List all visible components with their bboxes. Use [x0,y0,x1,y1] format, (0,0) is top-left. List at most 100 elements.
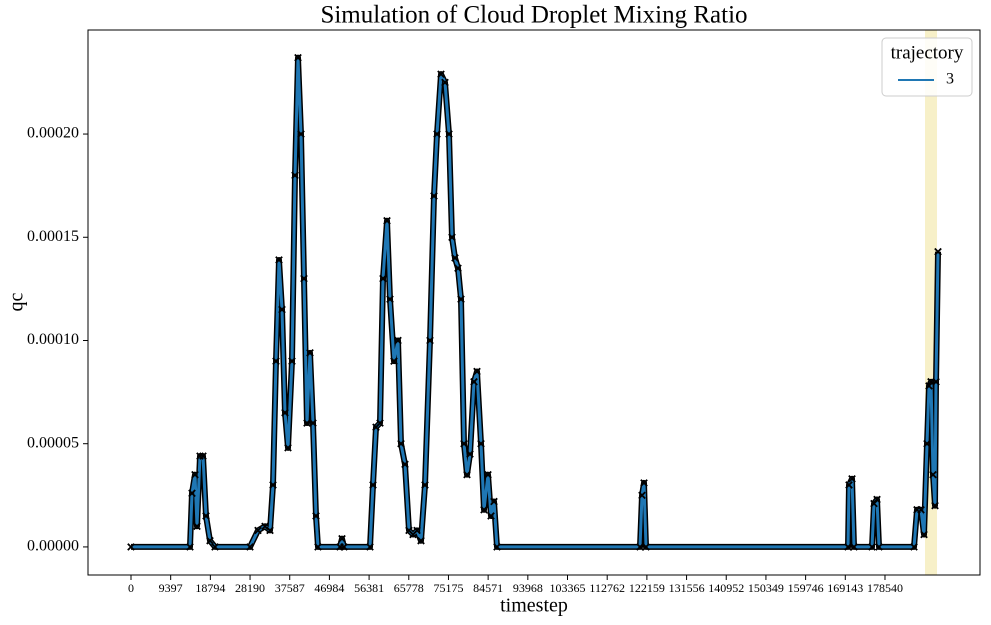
marker [848,474,856,483]
x-tick-label: 28190 [235,581,265,595]
x-tick-label: 169143 [827,581,863,595]
marker [460,439,468,448]
marker [312,512,320,520]
marker [932,377,940,386]
marker [480,505,488,514]
y-tick-label: 0.00000 [27,538,79,555]
marker [269,481,277,489]
marker [844,543,852,551]
marker [284,443,292,452]
marker [923,439,931,448]
x-tick-label: 18794 [195,581,225,595]
marker [206,536,214,545]
x-tick-label: 140952 [708,581,744,595]
y-tick-label: 0.00015 [27,228,79,245]
marker [929,470,937,479]
x-tick-label: 84571 [473,581,503,595]
x-tick-label: 75175 [433,581,463,595]
y-axis-label: qc [6,292,28,311]
marker [266,526,274,535]
marker [383,216,391,225]
marker [873,495,881,504]
marker [470,377,478,386]
x-tick-label: 150349 [748,581,784,595]
x-tick-label: 131556 [669,581,705,595]
y-tick-label: 0.00005 [27,434,79,451]
marker [457,295,465,304]
marker [636,543,644,551]
marker [466,450,474,458]
marker [291,171,299,180]
marker [288,357,296,365]
marker [300,274,308,283]
marker [297,130,305,138]
marker [211,543,219,551]
marker [199,452,207,460]
marker [473,367,481,376]
marker [421,481,429,489]
x-tick-label: 178540 [867,581,903,595]
marker [127,543,135,551]
x-tick-label: 56381 [354,581,384,595]
marker [437,70,445,79]
marker [376,419,384,427]
marker [366,543,374,551]
marker [413,526,421,535]
marker [254,526,262,535]
x-tick-label: 93968 [513,581,543,595]
x-tick-label: 46984 [314,581,344,595]
marker [477,439,485,448]
marker [925,382,933,390]
marker [338,534,346,543]
marker [445,130,453,138]
x-tick-label: 122159 [629,581,665,595]
x-tick-label: 0 [128,581,134,595]
marker [379,274,387,283]
marker [426,336,434,345]
marker [931,501,939,510]
marker [369,481,377,489]
legend-title: trajectory [891,42,964,63]
marker [910,543,918,551]
marker [188,489,196,498]
marker [397,439,405,448]
chart-title: Simulation of Cloud Droplet Mixing Ratio [320,2,747,29]
marker [920,530,928,539]
marker [934,247,942,256]
marker [303,419,311,427]
line [130,56,940,549]
marker [401,460,409,469]
x-tick-label: 9397 [159,581,183,595]
marker [314,543,322,551]
marker [340,543,348,551]
marker [191,470,199,479]
marker [640,479,648,487]
marker [487,512,495,520]
marker [394,336,402,345]
marker [638,491,646,500]
marker [278,305,286,314]
marker [390,357,398,365]
marker [850,543,858,551]
marker [875,543,883,551]
plot-frame [87,29,981,576]
marker [441,78,449,87]
x-tick-label: 37587 [275,581,305,595]
legend-box [881,37,973,97]
marker [430,192,438,200]
marker [193,522,201,531]
marker [484,470,492,479]
marker [386,295,394,304]
x-tick-label: 65778 [394,581,424,595]
marker [202,512,210,520]
marker [275,256,283,264]
marker [642,543,650,551]
marker [433,130,441,138]
marker [281,408,289,417]
x-tick-label: 159746 [788,581,824,595]
line-outline [130,54,942,550]
legend-label: 3 [946,71,954,88]
marker [451,254,459,262]
marker [868,543,876,551]
